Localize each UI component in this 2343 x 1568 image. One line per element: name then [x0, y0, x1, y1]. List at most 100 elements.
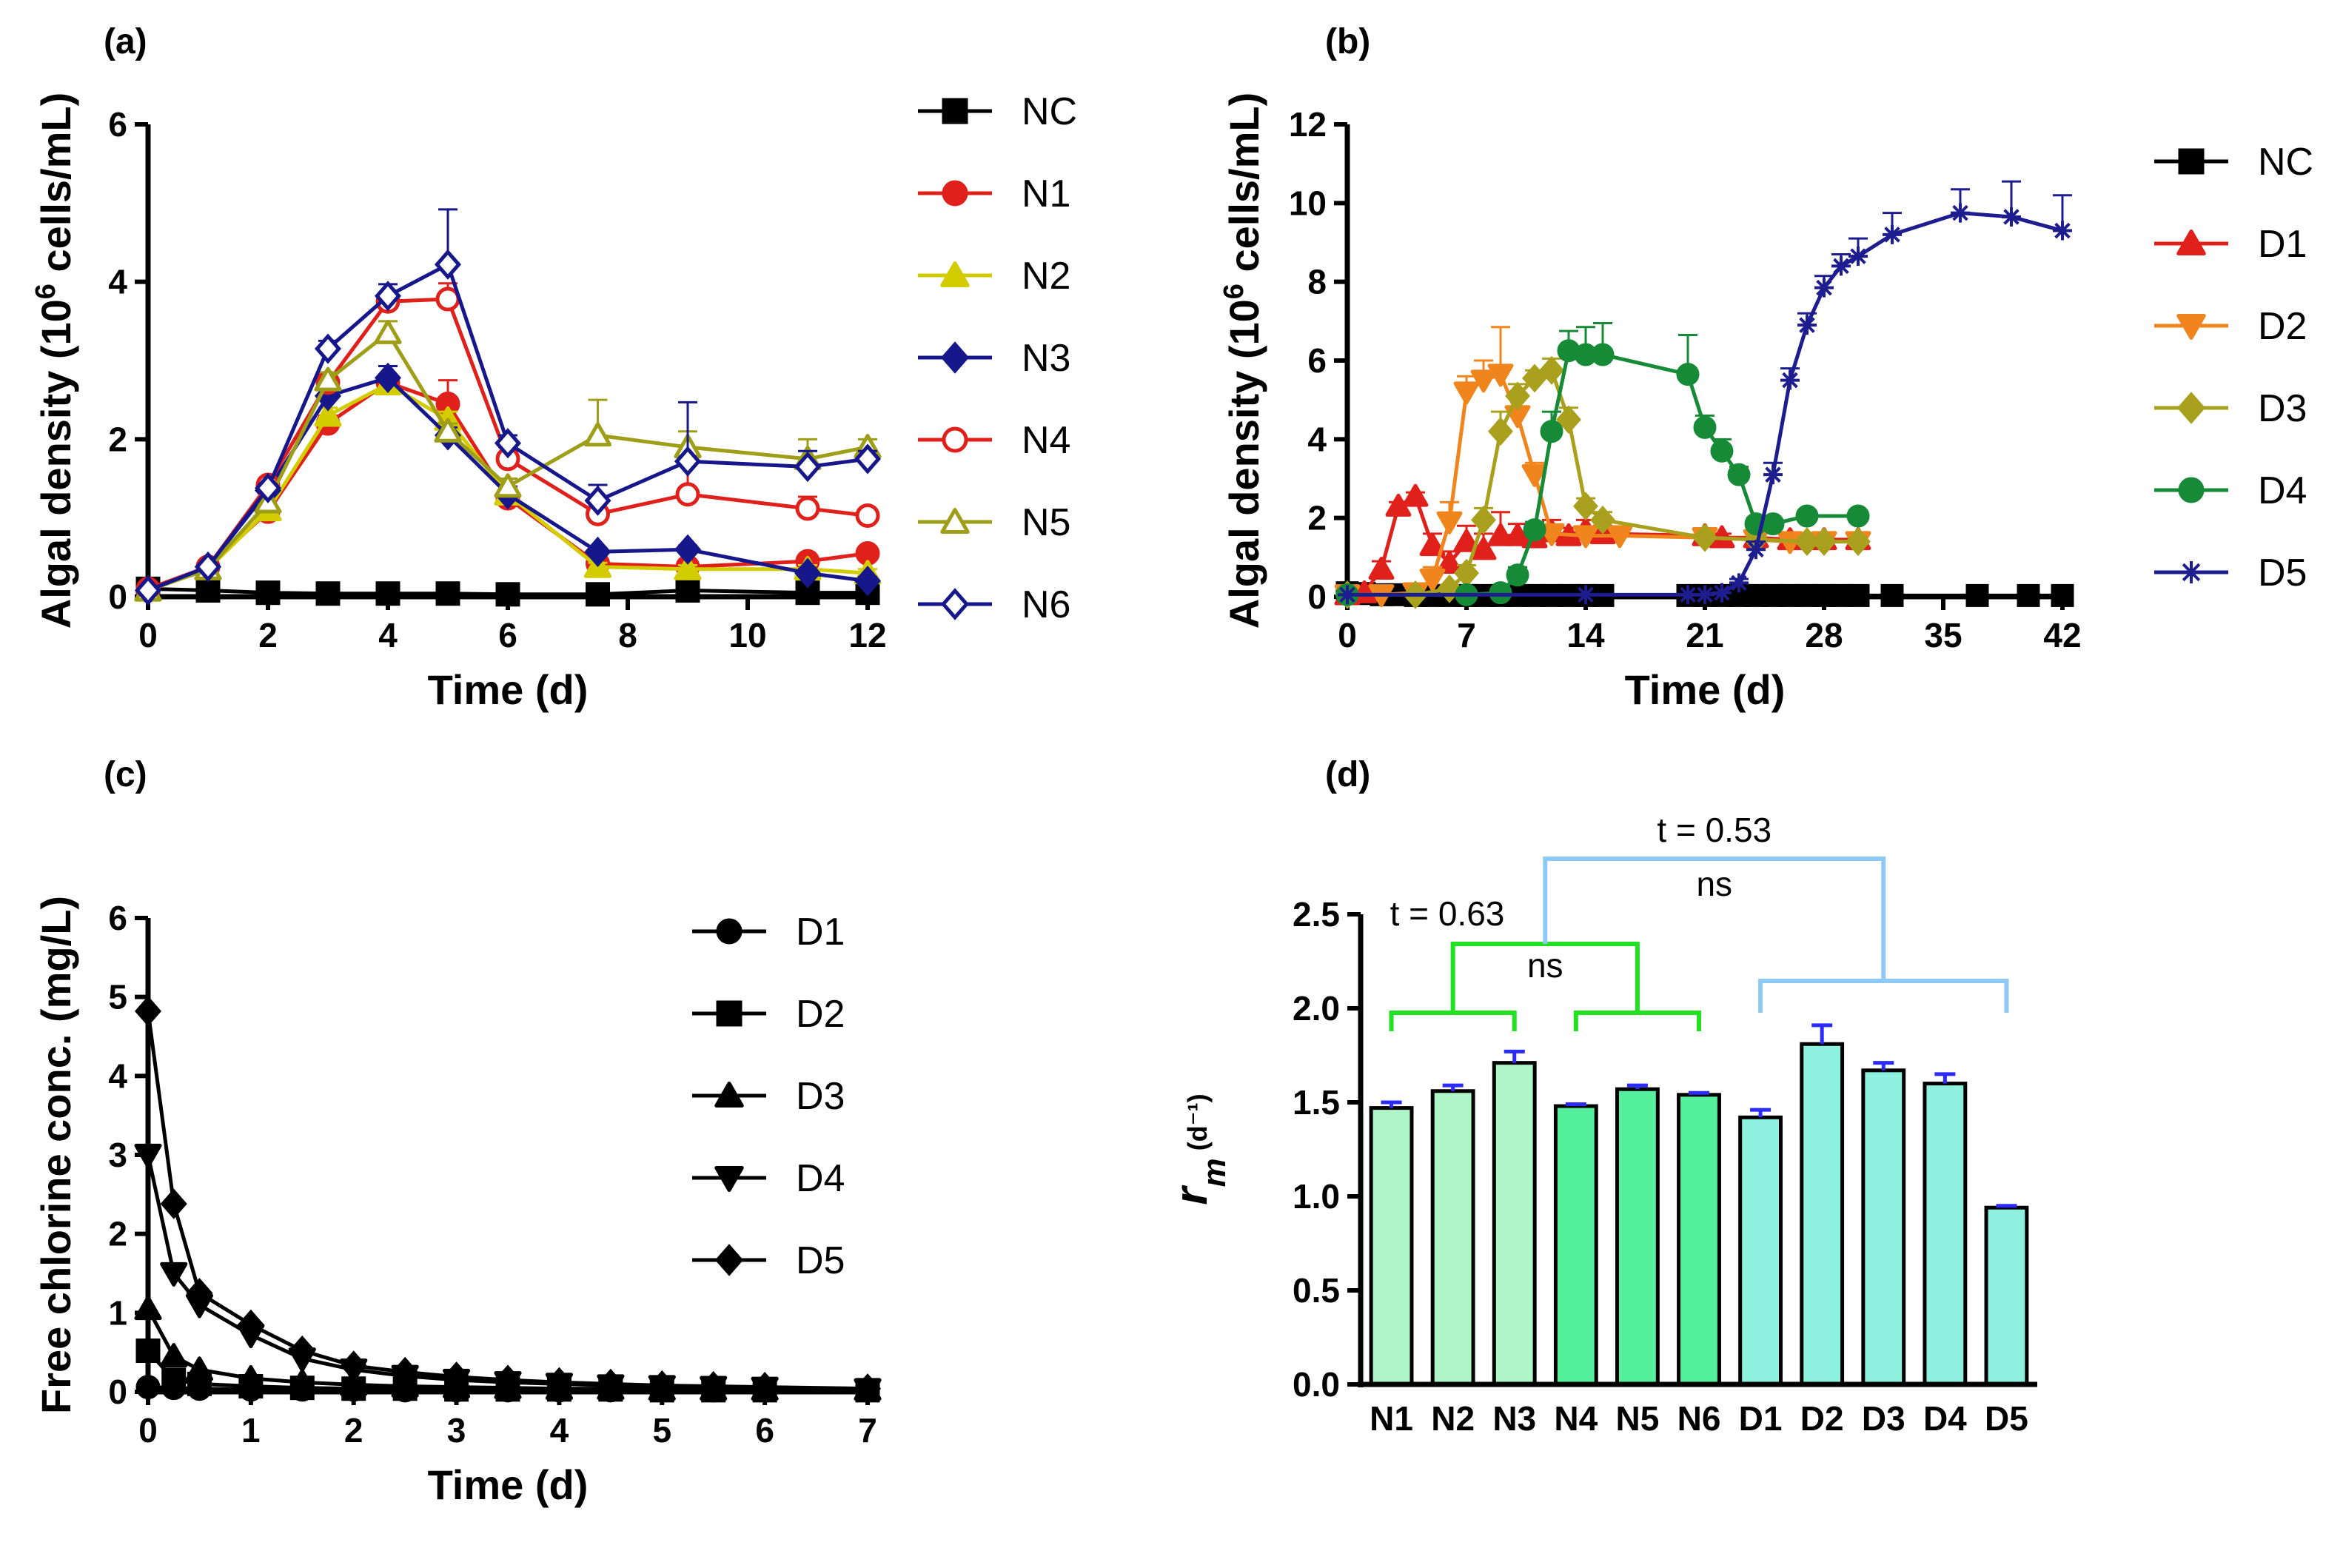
panel-b-line-D4 [1347, 349, 1858, 597]
panel-c: (c) 0 1 2 3 4 5 6 0 1 2 3 4 5 6 7 Time (d) Free chlorine … [33, 755, 882, 1508]
panel-c-legend-marker-D3 [714, 1082, 744, 1108]
panel-c-xtick-label: 6 [755, 1411, 774, 1450]
panel-b-ytick-label: 4 [1307, 420, 1327, 458]
panel-a-point-N6 [254, 472, 282, 503]
panel-b-point-NC [2051, 583, 2074, 607]
panel-b-x-axis-title: Time (d) [1625, 666, 1786, 713]
panel-c-xtick-label: 5 [652, 1411, 671, 1450]
panel-a-legend-label-N3: N3 [1022, 337, 1070, 380]
panel-b-line-D2 [1347, 372, 1858, 597]
panel-c-legend-label-D4: D4 [796, 1157, 845, 1200]
panel-b-point-D2 [1453, 381, 1480, 405]
panel-c-ytick-label: 6 [108, 899, 127, 937]
panel-c-y-axis-title: Free chlorine conc. (mg/L) [33, 896, 79, 1414]
panel-b-point-D4 [1591, 343, 1615, 366]
panel-c-legend-label-D3: D3 [796, 1075, 845, 1118]
panel-c-point-D5 [700, 1370, 727, 1402]
panel-d-bracket-n1-n3 [1389, 1011, 1517, 1031]
panel-a-point-NC [195, 577, 221, 603]
panel-b-point-D3 [1471, 505, 1496, 535]
panel-a-point-N3 [674, 534, 702, 565]
panel-c-point-D4 [160, 1262, 188, 1287]
panel-d-ytick-label: 2.0 [1293, 989, 1340, 1028]
panel-c-legend-marker-D5 [714, 1244, 744, 1276]
panel-a-point-N3 [794, 557, 822, 589]
panel-a-xtick-label: 4 [378, 616, 398, 654]
panel-b-point-D5 [2002, 207, 2021, 227]
panel-a-xtick-label: 0 [138, 616, 158, 654]
panel-a-point-NC [675, 577, 700, 603]
panel-c-point-D5 [237, 1309, 264, 1340]
panel-a-legend-label-N6: N6 [1022, 583, 1070, 626]
panel-b-point-D5 [2053, 221, 2072, 241]
panel-c-ytick-label: 0 [108, 1373, 127, 1411]
panel-d-xtick-label-N4: N4 [1554, 1399, 1598, 1438]
panel-b-legend-marker-D2 [2176, 314, 2206, 340]
panel-b-point-D5 [1780, 370, 1800, 390]
panel-d-xtick-label-D4: D4 [1923, 1399, 1967, 1438]
panel-a-point-N6 [134, 574, 162, 606]
panel-d-bar-N4 [1553, 1104, 1598, 1387]
panel-a-point-N6 [374, 281, 402, 312]
panel-b-xtick-label: 21 [1686, 616, 1723, 654]
panel-b-point-D4 [1710, 439, 1734, 463]
panel-b-point-D4 [1489, 581, 1512, 605]
panel-c-legend-marker-D1 [716, 918, 743, 945]
panel-b-point-D1 [1436, 551, 1463, 574]
panel-d-xtick-label-N6: N6 [1677, 1399, 1721, 1438]
panel-a-point-N6 [854, 443, 882, 475]
panel-b-point-D4 [1795, 504, 1819, 528]
panel-a-point-N6 [434, 249, 462, 280]
panel-b-point-D4 [1676, 363, 1700, 386]
panel-a-ytick-label: 6 [108, 105, 127, 144]
panel-b-y-axis-title: Algal density (106 cells/mL) [1219, 93, 1267, 629]
panel-b-point-D1 [1402, 483, 1429, 507]
panel-a-legend-marker-NC [942, 98, 968, 124]
panel-b-point-D5 [1576, 585, 1595, 605]
panel-b-point-D5 [1712, 583, 1732, 603]
panel-a-legend-marker-N4 [942, 426, 968, 453]
panel-d-annotation-green-t: t = 0.63 [1390, 894, 1505, 933]
panel-d-xtick-label-D2: D2 [1800, 1399, 1844, 1438]
panel-b-legend-marker-D1 [2176, 229, 2206, 255]
panel-b-point-D5 [1678, 585, 1697, 605]
panel-b-point-D4 [1506, 563, 1529, 587]
panel-d-ytick-label: 2.5 [1293, 895, 1340, 934]
panel-b-point-D4 [1846, 504, 1870, 528]
panel-b-series-D5 [1338, 180, 2072, 605]
panel-b-point-D2 [1436, 511, 1463, 535]
panel-c-ytick-label: 5 [108, 978, 127, 1016]
panel-a-point-NC [315, 581, 341, 606]
panel-d-bar-N6 [1677, 1093, 1721, 1387]
panel-a-point-N4 [675, 482, 700, 507]
panel-b-point-D5 [1729, 573, 1749, 593]
panel-d-xtick-label-D5: D5 [1985, 1399, 2028, 1438]
panel-b-point-D1 [1419, 533, 1446, 557]
panel-b-point-D4 [1523, 518, 1546, 542]
panel-c-xtick-label: 3 [447, 1411, 466, 1450]
panel-c-point-D5 [160, 1188, 187, 1219]
panel-b-point-D4 [1727, 463, 1751, 486]
panel-a-point-N5 [314, 366, 342, 392]
panel-d-bar-D3 [1861, 1068, 1906, 1387]
panel-c-point-D5 [494, 1364, 522, 1396]
panel-b-xtick-label: 28 [1805, 616, 1843, 654]
panel-a-line-N6 [147, 262, 868, 592]
panel-a-point-N3 [854, 566, 882, 597]
panel-c-xtick-label: 7 [858, 1411, 877, 1450]
panel-c-legend-label-D1: D1 [796, 911, 845, 954]
panel-a-point-N6 [314, 333, 342, 364]
panel-a-point-N5 [434, 418, 462, 443]
panel-a-ytick-label: 0 [108, 577, 127, 616]
panel-d-bar-D4 [1923, 1082, 1968, 1387]
panel-d-bar-N5 [1615, 1087, 1660, 1387]
panel-a-point-NC [586, 582, 610, 607]
panel-a-xtick-label: 10 [728, 616, 766, 654]
panel-c-point-D5 [546, 1367, 573, 1398]
panel-c-legend-label-D5: D5 [796, 1239, 845, 1282]
panel-b-legend-label-D1: D1 [2258, 223, 2307, 266]
panel-a-series-NC [135, 576, 880, 607]
panel-c-point-D5 [289, 1335, 316, 1367]
panel-b-point-D4 [1761, 512, 1785, 536]
panel-b-xtick-label: 0 [1338, 616, 1357, 654]
